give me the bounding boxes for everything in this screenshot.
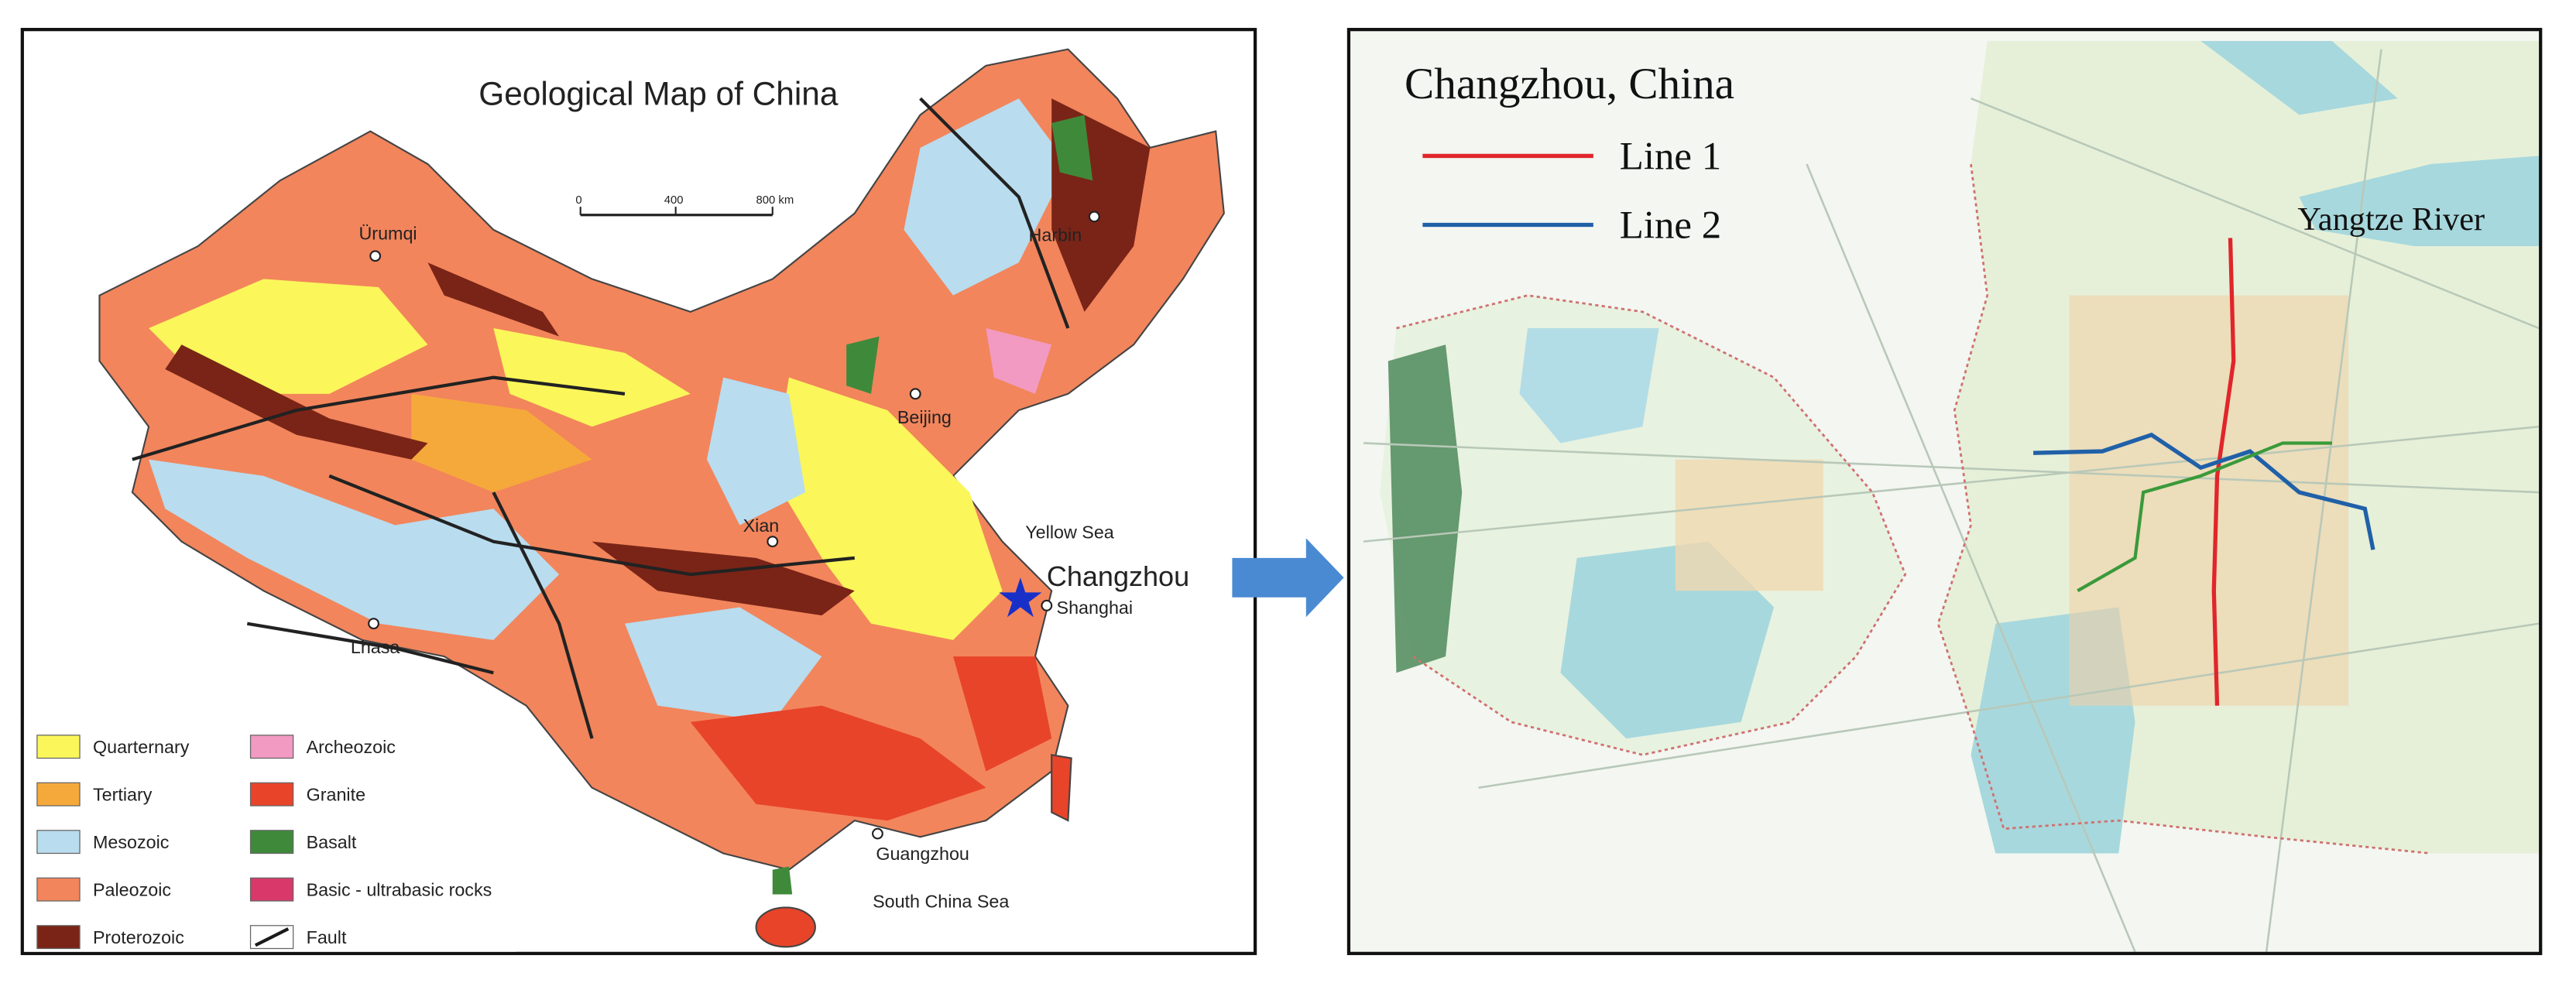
city-core bbox=[2069, 295, 2349, 706]
legend-label: Quarternary bbox=[93, 737, 190, 757]
mesozoic-area bbox=[149, 459, 560, 640]
legend-label: Granite bbox=[307, 785, 365, 805]
legend-swatch bbox=[36, 925, 81, 950]
proterozoic-area bbox=[592, 541, 855, 616]
mesozoic-area bbox=[706, 377, 806, 526]
basalt-area bbox=[772, 866, 793, 895]
legend-swatch bbox=[36, 782, 81, 807]
basalt-area bbox=[846, 336, 880, 394]
left-frame bbox=[20, 28, 1257, 955]
proterozoic-area bbox=[427, 262, 560, 337]
district bbox=[1380, 295, 1905, 755]
legend-label: Paleozoic bbox=[93, 880, 171, 900]
city-dot bbox=[1041, 599, 1053, 611]
metro-line bbox=[2033, 432, 2375, 550]
geological-map bbox=[23, 31, 1254, 952]
legend: Quarternary Tertiary Mesozoic Paleozoic Prot… bbox=[36, 735, 492, 950]
place-label: Shanghai bbox=[1057, 598, 1134, 618]
legend-label: Fault bbox=[307, 927, 347, 947]
map-title: Changzhou, China bbox=[1405, 60, 1734, 108]
legend-swatch bbox=[36, 830, 81, 855]
place-label: Lhasa bbox=[351, 637, 400, 657]
legend: Line 1 Line 2 bbox=[1422, 135, 1721, 247]
faults bbox=[132, 97, 1070, 739]
place-label: Beijing bbox=[897, 407, 952, 427]
mountains bbox=[1387, 344, 1463, 673]
scale-label: 800 km bbox=[756, 194, 794, 207]
river-water bbox=[2200, 41, 2398, 115]
quaternary-area bbox=[493, 328, 691, 427]
fault bbox=[132, 375, 626, 461]
place-label: Yellow Sea bbox=[1025, 522, 1114, 542]
road bbox=[1363, 442, 2540, 494]
fault bbox=[246, 622, 494, 675]
district-boundary bbox=[1396, 163, 2431, 855]
city-dot bbox=[767, 536, 779, 548]
lake bbox=[1560, 541, 1775, 739]
legend-label: Line 2 bbox=[1620, 204, 1721, 247]
legend-label: Proterozoic bbox=[93, 927, 184, 947]
taiwan bbox=[1051, 754, 1072, 822]
legend-swatch bbox=[249, 830, 294, 855]
proterozoic-area bbox=[165, 344, 428, 460]
road bbox=[1971, 98, 2540, 330]
legend-label: Archeozoic bbox=[307, 737, 396, 757]
tertiary-area bbox=[411, 393, 592, 493]
granite-area bbox=[690, 705, 986, 821]
city-dot bbox=[872, 827, 883, 840]
place-label: Xian bbox=[743, 515, 780, 536]
road bbox=[1806, 163, 2136, 952]
place-label: South China Sea bbox=[873, 891, 1009, 911]
map-title: Geological Map of China bbox=[478, 76, 839, 112]
legend-swatch bbox=[36, 735, 81, 759]
scale-bar: 0 400 800 km bbox=[575, 194, 794, 217]
changzhou-star bbox=[999, 577, 1042, 618]
legend-swatch bbox=[249, 782, 294, 807]
planned-line bbox=[2077, 441, 2332, 593]
city-dot bbox=[369, 250, 382, 262]
place-label: Ürumqi bbox=[358, 224, 417, 244]
legend-swatch bbox=[254, 927, 290, 947]
city-dot bbox=[368, 618, 379, 630]
place-label: Guangzhou bbox=[876, 844, 969, 864]
river-label: Yangtze River bbox=[2297, 201, 2485, 238]
place-label: Changzhou bbox=[1047, 560, 1189, 592]
hainan bbox=[755, 906, 816, 948]
archeozoic-area bbox=[986, 328, 1052, 394]
lake bbox=[1519, 328, 1659, 444]
places: Ürumqi Harbin Beijing Xian Lhasa Yellow … bbox=[351, 211, 1189, 911]
fault bbox=[492, 492, 594, 739]
road bbox=[1478, 622, 2540, 789]
legend-label: Basic - ultrabasic rocks bbox=[307, 880, 492, 900]
place-label: Harbin bbox=[1029, 225, 1082, 245]
roads bbox=[1363, 49, 2540, 952]
legend-swatch bbox=[249, 877, 294, 902]
right-frame bbox=[1346, 28, 2543, 955]
mesozoic-area bbox=[904, 98, 1068, 296]
fault bbox=[919, 97, 1070, 329]
legend-swatch bbox=[249, 735, 294, 759]
mesozoic-area bbox=[624, 607, 822, 722]
legend-swatch bbox=[36, 877, 81, 902]
city-map bbox=[1350, 31, 2540, 952]
granite-area bbox=[952, 656, 1052, 772]
metro-line bbox=[2211, 238, 2236, 706]
road bbox=[1363, 425, 2540, 543]
fault bbox=[328, 474, 855, 577]
legend-label: Mesozoic bbox=[93, 832, 170, 852]
legend-label: Tertiary bbox=[93, 785, 153, 805]
city-dot bbox=[1088, 211, 1100, 223]
arrow bbox=[1232, 538, 1344, 618]
town-core bbox=[1675, 459, 1823, 591]
quaternary-area bbox=[772, 377, 1003, 640]
scale-label: 400 bbox=[664, 194, 684, 207]
legend-label: Basalt bbox=[307, 832, 357, 852]
legend-label: Line 1 bbox=[1620, 135, 1721, 178]
city-dot bbox=[909, 388, 921, 400]
scale-label: 0 bbox=[575, 194, 581, 207]
basalt-area bbox=[1051, 115, 1093, 181]
